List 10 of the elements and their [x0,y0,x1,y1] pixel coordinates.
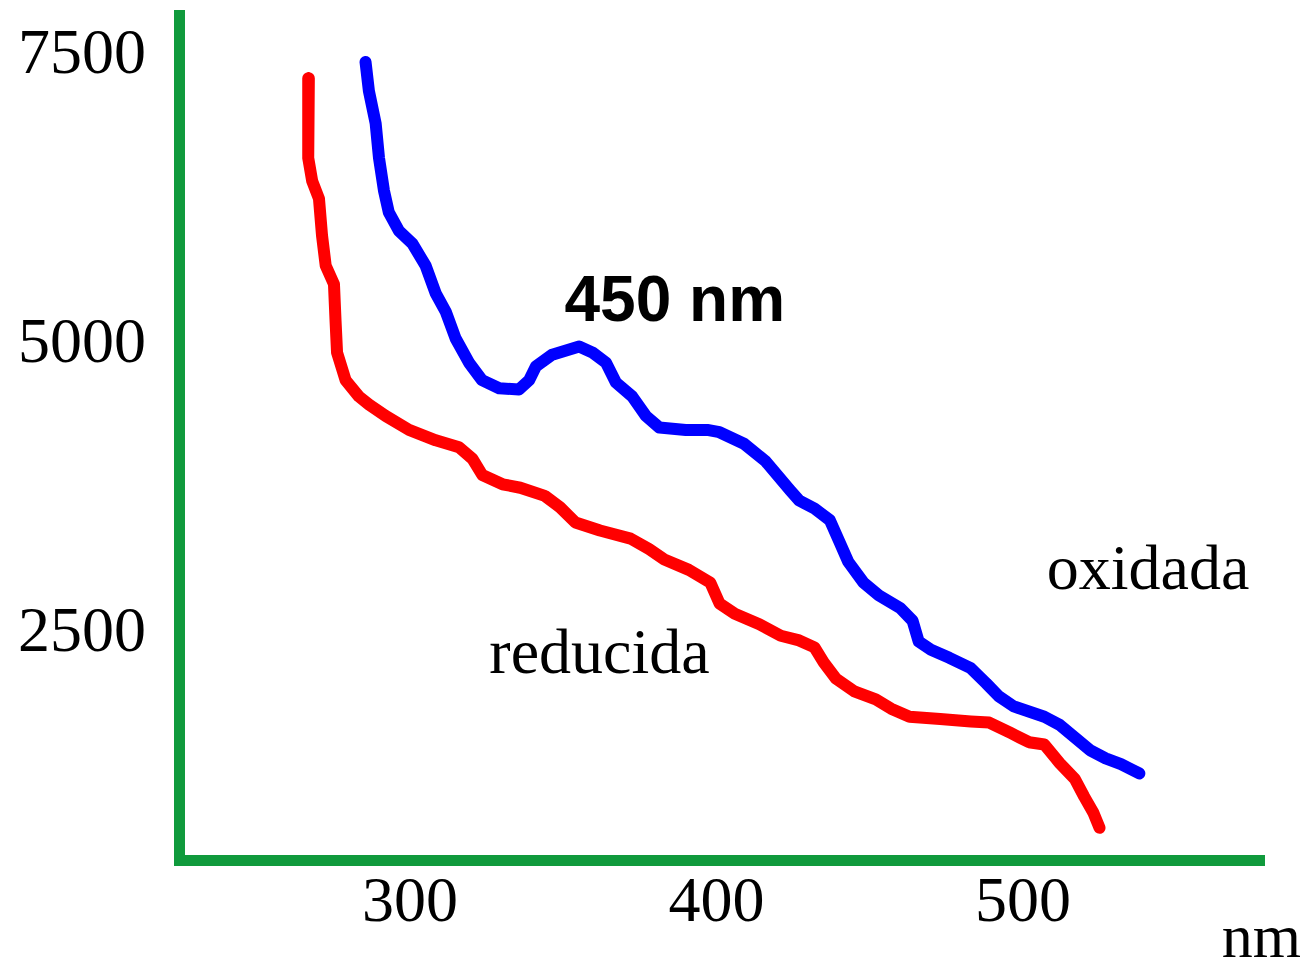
x-tick-label: 400 [668,864,765,936]
series-label: oxidada [1046,531,1250,603]
x-axis-title: nm [1221,902,1301,967]
x-tick-label: 500 [974,864,1071,936]
y-tick-label: 2500 [18,594,146,666]
x-tick-label: 300 [361,864,458,936]
y-tick-label: 7500 [18,16,146,88]
series-label: reducida [489,616,710,688]
annotation: 450 nm [564,262,786,335]
y-tick-label: 5000 [18,305,146,377]
